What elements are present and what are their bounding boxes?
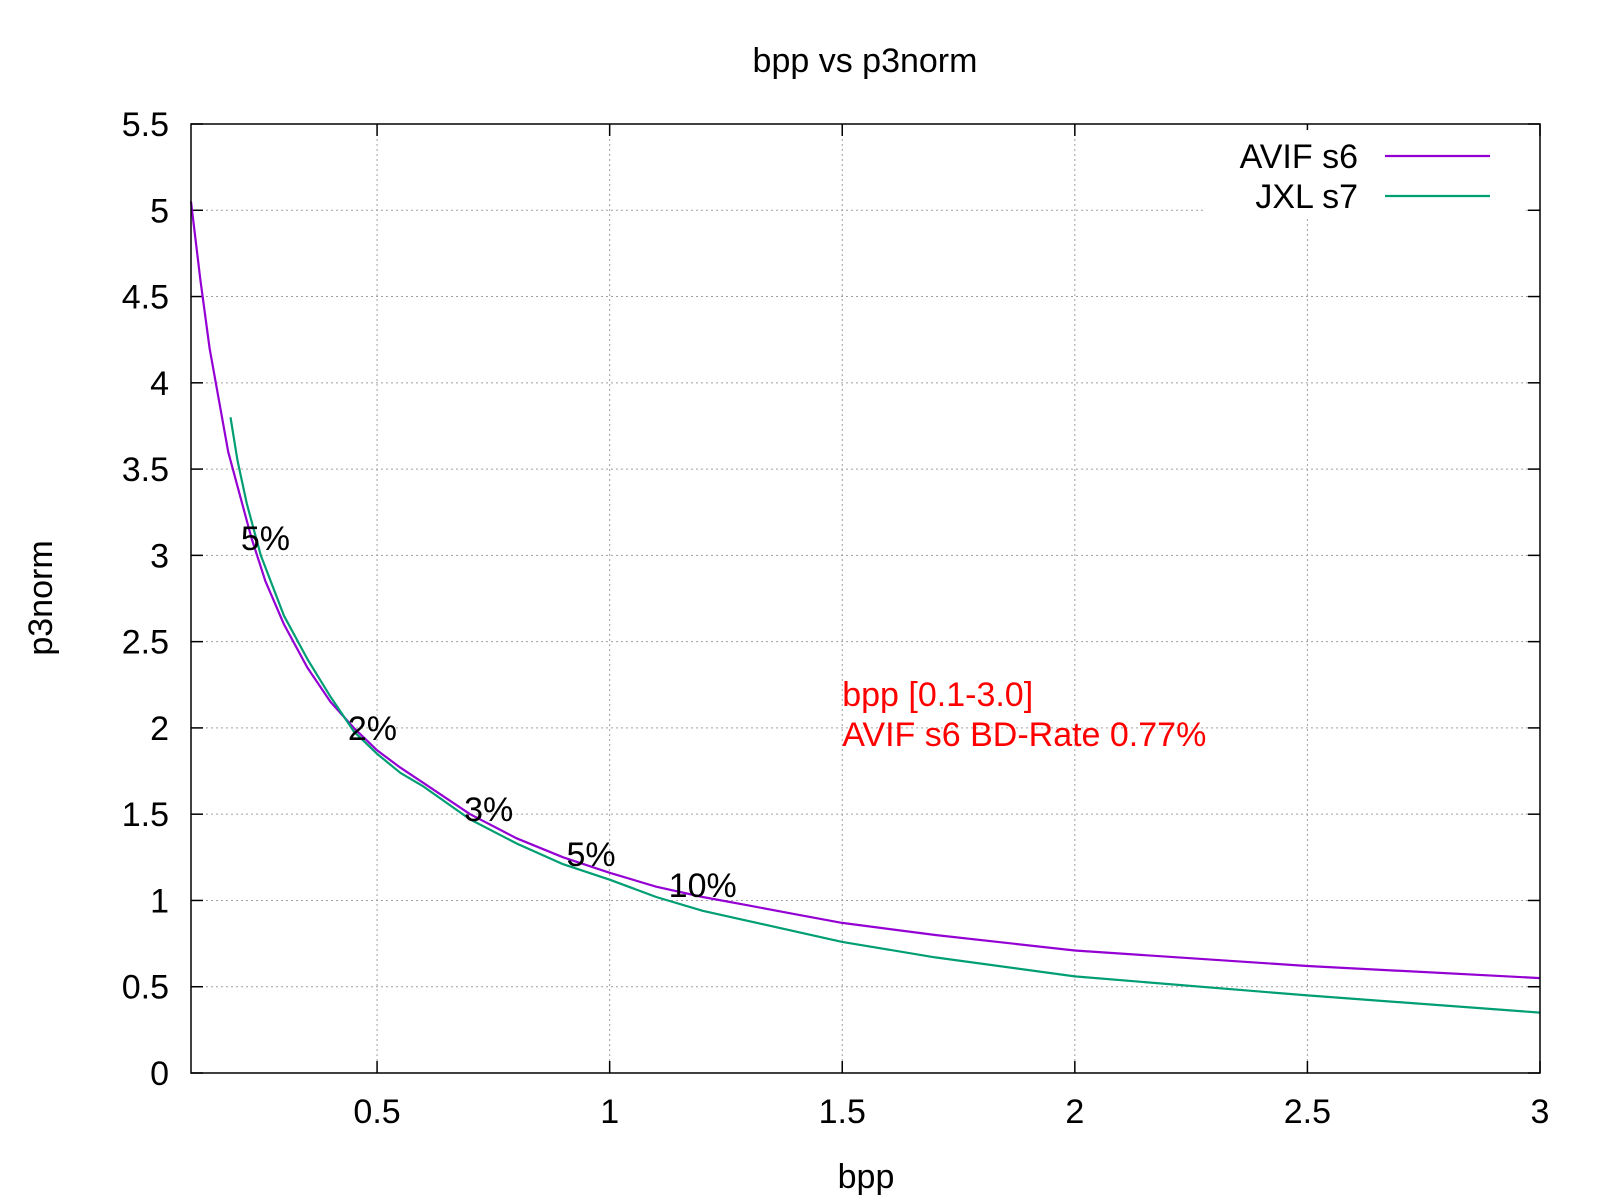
x-axis-label: bpp — [838, 1158, 895, 1196]
y-tick-label: 2 — [150, 710, 169, 748]
y-tick-label: 0.5 — [122, 969, 169, 1007]
y-tick-label: 3 — [150, 537, 169, 575]
y-tick-label: 5.5 — [122, 106, 169, 144]
legend-label: JXL s7 — [1255, 178, 1358, 216]
x-tick-label: 1 — [600, 1093, 619, 1131]
x-tick-label: 2 — [1065, 1093, 1084, 1131]
x-tick-label: 0.5 — [353, 1093, 400, 1131]
y-tick-label: 4.5 — [122, 279, 169, 317]
series-lines — [189, 201, 1541, 1014]
y-tick-label: 4 — [150, 365, 169, 403]
series-line-avif-s6 — [189, 201, 1541, 980]
bd-rate-info: bpp [0.1-3.0]AVIF s6 BD-Rate 0.77% — [842, 676, 1206, 754]
plot-frame — [190, 123, 1541, 1074]
annotation-label: 5% — [241, 520, 290, 558]
x-tick-label: 2.5 — [1284, 1093, 1331, 1131]
y-axis-ticks: 0 0.5 1 1.5 2 2.5 3 3.5 4 4.5 5 5.5 — [122, 106, 1540, 1093]
annotation-label: 5% — [566, 836, 615, 874]
y-axis-label: p3norm — [22, 540, 60, 655]
info-line: bpp [0.1-3.0] — [842, 676, 1033, 714]
annotation-label: 3% — [464, 791, 513, 829]
info-line: AVIF s6 BD-Rate 0.77% — [842, 716, 1206, 754]
annotations: 5% 2% 3% 5% 10% — [241, 520, 737, 905]
y-tick-label: 3.5 — [122, 451, 169, 489]
legend-label: AVIF s6 — [1240, 138, 1358, 176]
y-tick-label: 1 — [150, 882, 169, 920]
y-tick-label: 1.5 — [122, 796, 169, 834]
x-tick-label: 1.5 — [819, 1093, 866, 1131]
x-tick-label: 3 — [1531, 1093, 1550, 1131]
annotation-label: 10% — [669, 867, 737, 905]
x-axis-ticks: 0.5 1 1.5 2 2.5 3 — [353, 124, 1549, 1131]
legend-background — [1205, 130, 1525, 216]
grid — [191, 124, 1540, 1073]
y-tick-label: 5 — [150, 192, 169, 230]
chart-title: bpp vs p3norm — [753, 42, 978, 80]
annotation-label: 2% — [348, 710, 397, 748]
series-line-jxl-s7 — [229, 417, 1541, 1014]
y-tick-label: 2.5 — [122, 624, 169, 662]
y-tick-label: 0 — [150, 1055, 169, 1093]
